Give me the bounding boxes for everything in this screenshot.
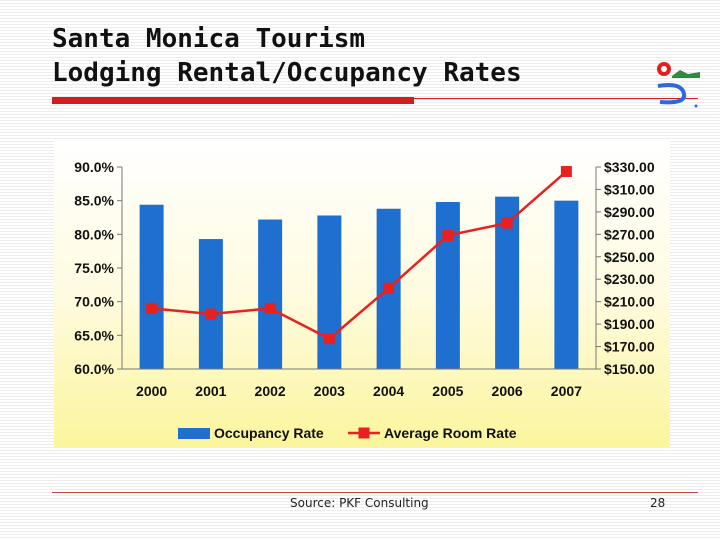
footer-rule xyxy=(52,492,698,493)
left-axis-tick-label: 90.0% xyxy=(74,159,114,175)
source-note: Source: PKF Consulting xyxy=(290,496,429,510)
legend-label-occupancy: Occupancy Rate xyxy=(214,425,324,441)
occupancy-bar-2000 xyxy=(139,204,164,369)
left-axis-tick-label: 65.0% xyxy=(74,327,114,343)
room-rate-marker-2004 xyxy=(383,282,395,294)
right-axis-tick-label: $170.00 xyxy=(604,339,655,355)
occupancy-bar-2001 xyxy=(198,239,223,369)
room-rate-marker-2006 xyxy=(501,217,513,229)
occupancy-bar-2002 xyxy=(258,219,283,369)
occupancy-bar-2007 xyxy=(554,200,579,369)
right-axis-tick-label: $190.00 xyxy=(604,316,655,332)
right-axis-tick-labels: $150.00 $170.00 $190.00 $210.00 $230.00 $250.… xyxy=(604,159,655,377)
right-axis-tick-label: $150.00 xyxy=(604,361,655,377)
legend-label-room-rate: Average Room Rate xyxy=(384,425,517,441)
bar-series xyxy=(139,196,579,369)
left-axis-tick-label: 60.0% xyxy=(74,361,114,377)
slide-title: Santa Monica Tourism Lodging Rental/Occu… xyxy=(52,22,522,90)
right-axis-tick-label: $310.00 xyxy=(604,181,655,197)
room-rate-marker-2002 xyxy=(264,302,276,314)
x-axis-tick-label: 2004 xyxy=(373,383,404,399)
left-axis-tick-label: 85.0% xyxy=(74,193,114,209)
x-axis-tick-label: 2001 xyxy=(195,383,226,399)
x-axis-tick-label: 2003 xyxy=(314,383,345,399)
title-underline-bar xyxy=(52,97,414,104)
right-axis-tick-label: $210.00 xyxy=(604,294,655,310)
title-line-2: Lodging Rental/Occupancy Rates xyxy=(52,58,522,88)
x-axis-tick-label: 2005 xyxy=(432,383,463,399)
room-rate-marker-2001 xyxy=(205,308,217,320)
chart-axes xyxy=(117,166,601,370)
legend-swatch-occupancy xyxy=(178,428,210,439)
occupancy-bar-2005 xyxy=(435,202,460,369)
x-axis-tick-labels: 2000 2001 2002 2003 2004 2005 2006 2007 xyxy=(136,383,582,399)
page-number: 28 xyxy=(650,496,666,510)
title-underline-rule xyxy=(414,98,698,99)
left-axis-tick-labels: 60.0% 65.0% 70.0% 75.0% 80.0% 85.0% 90.0% xyxy=(74,159,114,377)
right-axis-tick-label: $230.00 xyxy=(604,271,655,287)
right-axis-tick-label: $270.00 xyxy=(604,226,655,242)
room-rate-marker-2003 xyxy=(323,333,335,345)
chart-panel: 60.0% 65.0% 70.0% 75.0% 80.0% 85.0% 90.0% $150… xyxy=(54,140,670,448)
room-rate-marker-2000 xyxy=(146,302,158,314)
left-axis-tick-label: 75.0% xyxy=(74,260,114,276)
room-rate-marker-2007 xyxy=(560,165,572,177)
right-axis-tick-label: $250.00 xyxy=(604,249,655,265)
room-rate-marker-2005 xyxy=(442,229,454,241)
right-axis-tick-label: $290.00 xyxy=(604,204,655,220)
legend-marker-room-rate xyxy=(358,427,370,439)
left-axis-tick-label: 70.0% xyxy=(74,294,114,310)
right-axis-tick-label: $330.00 xyxy=(604,159,655,175)
title-line-1: Santa Monica Tourism xyxy=(52,24,366,54)
x-axis-tick-label: 2000 xyxy=(136,383,167,399)
x-axis-tick-label: 2002 xyxy=(255,383,286,399)
occupancy-bar-2003 xyxy=(317,215,342,369)
x-axis-tick-label: 2006 xyxy=(492,383,523,399)
legend: Occupancy Rate Average Room Rate xyxy=(178,425,517,441)
combo-chart: 60.0% 65.0% 70.0% 75.0% 80.0% 85.0% 90.0% $150… xyxy=(74,159,655,441)
x-axis-tick-label: 2007 xyxy=(551,383,582,399)
line-series xyxy=(146,165,572,345)
santa-monica-logo-icon xyxy=(657,62,700,108)
room-rate-line xyxy=(151,170,568,341)
left-axis-tick-label: 80.0% xyxy=(74,226,114,242)
